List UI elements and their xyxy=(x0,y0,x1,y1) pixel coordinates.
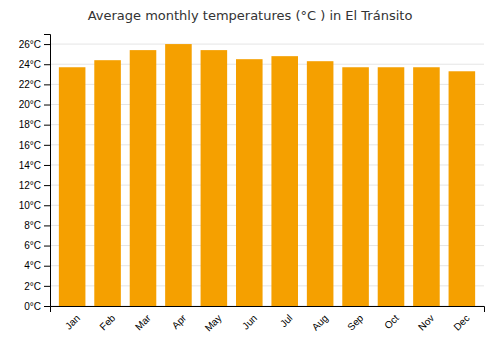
x-tick: Jan xyxy=(63,312,82,331)
y-tick-mark xyxy=(44,205,50,206)
y-tick: 4°C xyxy=(24,260,50,271)
y-tick-label: 4°C xyxy=(24,260,41,271)
x-tick-label: Apr xyxy=(170,312,189,331)
y-tick-label: 6°C xyxy=(24,240,41,251)
y-tick-mark xyxy=(44,64,50,65)
bar xyxy=(378,67,405,306)
x-tick-label: Sep xyxy=(345,312,366,333)
x-tick-label: Feb xyxy=(98,312,118,332)
y-tick-label: 22°C xyxy=(19,79,41,90)
y-tick-label: 20°C xyxy=(19,99,41,110)
x-axis: Jan Feb Mar Apr May Jun Jul Aug Sep Oct Nov Dec xyxy=(51,307,485,334)
x-tick: Jun xyxy=(240,312,259,331)
y-tick-mark xyxy=(44,145,50,146)
y-axis: 0°C 2°C 4°C 6°C 8°C 10°C 12°C 14°C 16°C 18°C 20°C 2… xyxy=(19,35,51,312)
y-tick: 20°C xyxy=(19,99,50,110)
x-tick-label: Jul xyxy=(278,312,295,329)
y-tick-label: 14°C xyxy=(19,160,41,171)
bar xyxy=(165,44,192,306)
x-tick-label: May xyxy=(203,312,224,333)
bar xyxy=(94,60,121,306)
y-tick-label: 2°C xyxy=(24,281,41,292)
y-tick: 12°C xyxy=(19,180,50,191)
y-tick-mark xyxy=(44,84,50,85)
x-tick: May xyxy=(203,312,224,333)
y-tick-mark xyxy=(44,105,50,106)
y-tick-label: 16°C xyxy=(19,140,41,151)
y-tick-mark xyxy=(44,165,50,166)
y-tick: 10°C xyxy=(19,200,50,211)
y-tick: 16°C xyxy=(19,140,50,151)
bar xyxy=(307,61,334,306)
bar xyxy=(413,67,440,306)
x-tick-label: Jun xyxy=(240,312,259,331)
x-tick: Dec xyxy=(451,312,471,332)
bars xyxy=(59,44,475,306)
x-tick-label: Mar xyxy=(133,312,153,332)
y-tick: 22°C xyxy=(19,79,50,90)
y-tick-mark xyxy=(44,125,50,126)
grid xyxy=(50,44,484,306)
y-tick-mark xyxy=(44,306,50,307)
y-tick-label: 8°C xyxy=(24,220,41,231)
y-axis-line xyxy=(44,35,51,307)
x-tick: Oct xyxy=(382,312,401,331)
x-tick-label: Aug xyxy=(310,312,330,332)
bar xyxy=(449,71,476,306)
y-tick: 14°C xyxy=(19,160,50,171)
y-tick: 6°C xyxy=(24,240,50,251)
bar xyxy=(59,67,86,306)
x-tick: Apr xyxy=(170,312,189,331)
y-tick-mark xyxy=(44,286,50,287)
bar xyxy=(130,50,157,306)
x-tick: Jul xyxy=(278,312,295,329)
y-tick: 2°C xyxy=(24,281,50,292)
y-tick-mark xyxy=(44,225,50,226)
x-tick: Sep xyxy=(345,312,366,333)
y-tick: 18°C xyxy=(19,119,50,130)
bar xyxy=(342,67,369,306)
x-tick: Feb xyxy=(98,312,118,332)
bar xyxy=(271,56,298,306)
y-tick: 8°C xyxy=(24,220,50,231)
y-tick: 24°C xyxy=(19,59,50,70)
bar xyxy=(201,50,228,306)
y-tick-label: 24°C xyxy=(19,59,41,70)
y-tick-mark xyxy=(44,266,50,267)
y-tick-label: 0°C xyxy=(24,301,41,312)
y-tick-mark xyxy=(44,185,50,186)
y-tick-label: 12°C xyxy=(19,180,41,191)
x-tick-label: Oct xyxy=(382,312,401,331)
y-tick: 0°C xyxy=(24,301,50,312)
x-axis-line xyxy=(51,307,485,313)
chart-title: Average monthly temperatures (°C ) in El… xyxy=(88,8,413,23)
y-tick-mark xyxy=(44,246,50,247)
y-tick: 26°C xyxy=(19,39,50,50)
plot-area: 0°C 2°C 4°C 6°C 8°C 10°C 12°C 14°C 16°C 18°C 20°C 2… xyxy=(19,35,485,334)
x-tick-label: Jan xyxy=(63,312,82,331)
x-tick: Mar xyxy=(133,312,153,332)
y-tick-label: 26°C xyxy=(19,39,41,50)
y-tick-mark xyxy=(44,44,50,45)
x-tick: Nov xyxy=(416,312,436,332)
chart-container: Average monthly temperatures (°C ) in El… xyxy=(0,0,500,350)
x-tick-label: Nov xyxy=(416,312,436,332)
y-tick-label: 18°C xyxy=(19,119,41,130)
chart-svg: Average monthly temperatures (°C ) in El… xyxy=(0,0,500,350)
bar xyxy=(236,59,263,306)
x-tick-label: Dec xyxy=(451,312,471,332)
y-tick-label: 10°C xyxy=(19,200,41,211)
x-tick: Aug xyxy=(310,312,330,332)
grid-line xyxy=(50,44,484,45)
